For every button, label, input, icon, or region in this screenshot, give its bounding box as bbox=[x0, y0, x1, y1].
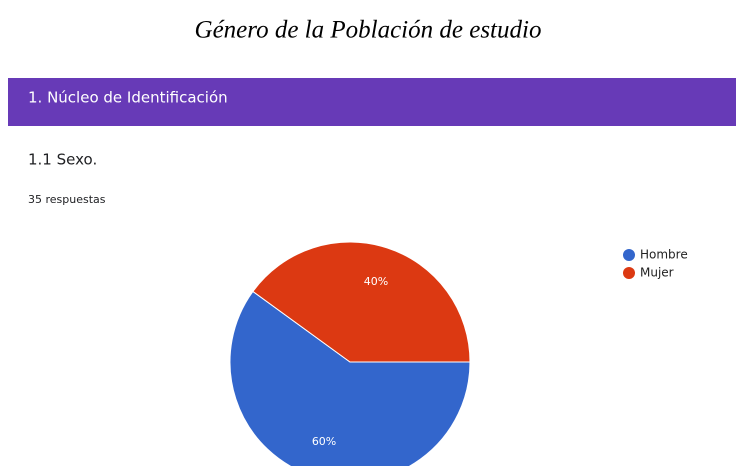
legend-swatch bbox=[623, 249, 635, 261]
slice-label: 40% bbox=[364, 275, 388, 288]
question: 1.1 Sexo. bbox=[28, 151, 97, 169]
section-title: 1. Núcleo de Identificación bbox=[28, 89, 228, 107]
pie-slice bbox=[229, 290, 471, 466]
response-count: 35 respuestas bbox=[28, 193, 106, 206]
section-header bbox=[8, 78, 736, 126]
pie-slice bbox=[252, 241, 471, 363]
legend-label: Hombre bbox=[640, 248, 688, 262]
caption: Género de la Población de estudio bbox=[195, 17, 542, 44]
legend-swatch bbox=[623, 267, 635, 279]
legend-label: Mujer bbox=[640, 266, 674, 280]
slice-label: 60% bbox=[312, 435, 336, 448]
